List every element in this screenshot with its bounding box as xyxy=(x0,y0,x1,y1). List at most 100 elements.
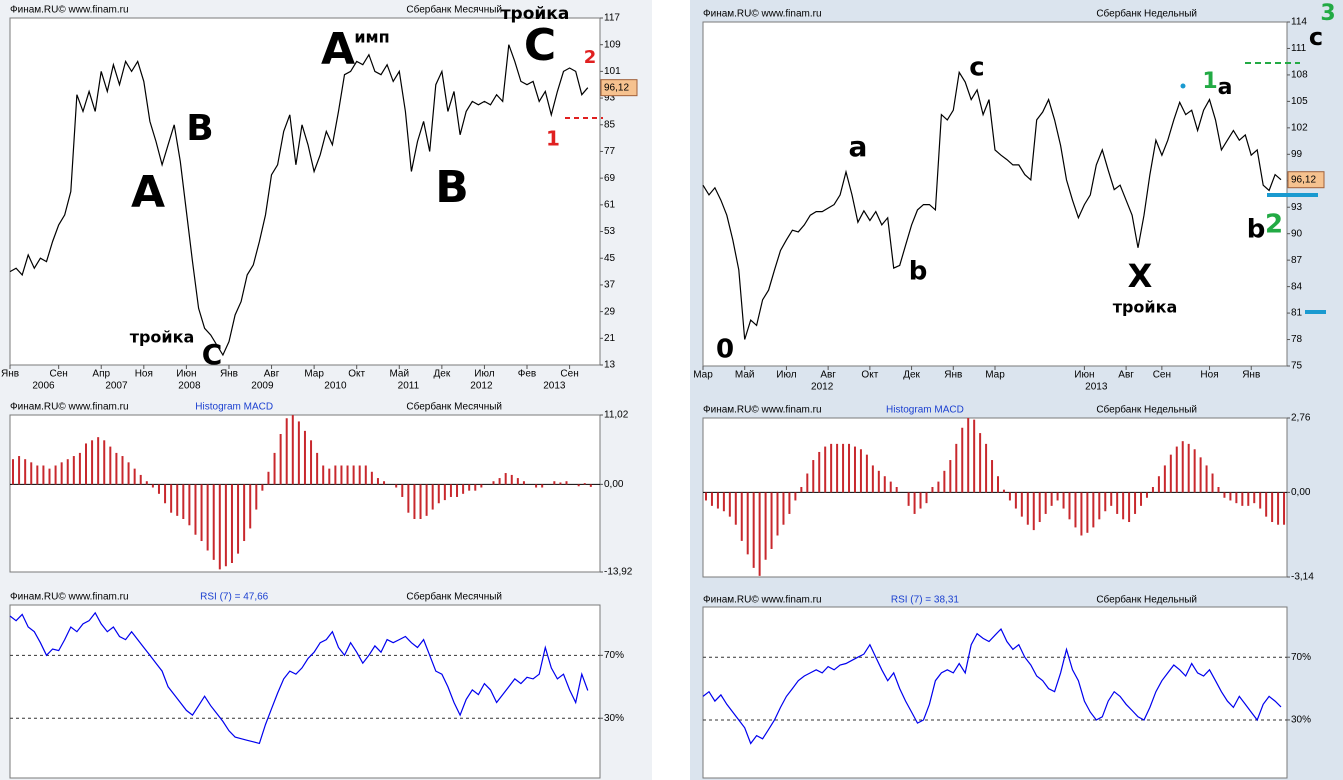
x-tick-label: Май xyxy=(389,369,409,380)
chart-title: Сбербанк Месячный xyxy=(406,591,502,603)
year-label: 2007 xyxy=(105,381,128,392)
y-tick-label: 111 xyxy=(1291,43,1307,54)
year-label: 2010 xyxy=(324,381,347,392)
annotation: c xyxy=(969,53,984,83)
price-line xyxy=(702,627,1282,745)
y-tick-label: 75 xyxy=(1291,361,1303,372)
x-tick-label: Янв xyxy=(220,369,238,380)
y-tick-label: 93 xyxy=(1291,202,1303,213)
plot-area xyxy=(702,417,1288,578)
annotation: тройка xyxy=(1113,298,1178,317)
x-tick-label: Дек xyxy=(433,369,450,380)
annotation: X xyxy=(1128,257,1153,295)
annotation: 0 xyxy=(716,335,734,365)
year-label: 2009 xyxy=(251,381,274,392)
x-tick-label: Май xyxy=(735,370,755,381)
y-tick-label: 21 xyxy=(604,333,616,344)
indicator-label: RSI (7) = 47,66 xyxy=(200,592,269,603)
annotation: a xyxy=(849,130,868,163)
y-tick-label: 90 xyxy=(1291,228,1303,239)
x-tick-label: Авг xyxy=(264,369,280,380)
y-tick-label: 99 xyxy=(1291,149,1303,160)
x-tick-label: Янв xyxy=(1,369,19,380)
y-tick-label: 78 xyxy=(1291,334,1303,345)
x-tick-label: Июн xyxy=(176,369,196,380)
y-tick-label: 70% xyxy=(604,650,624,661)
annotation: B xyxy=(435,162,469,213)
annotation: тройка xyxy=(501,4,570,24)
annotation: C xyxy=(202,338,223,371)
x-tick-label: Июл xyxy=(776,370,796,381)
x-tick-label: Мар xyxy=(693,370,713,381)
y-tick-label: 11,02 xyxy=(604,410,629,421)
gap xyxy=(652,0,690,780)
annotation: a xyxy=(1218,75,1233,100)
y-tick-label: 77 xyxy=(604,146,616,157)
y-tick-label: 102 xyxy=(1291,122,1308,133)
y-tick-label: 70% xyxy=(1291,652,1311,663)
y-tick-label: 30% xyxy=(1291,715,1311,726)
y-tick-label: 30% xyxy=(604,713,624,724)
hand-marks xyxy=(565,62,1326,314)
annotation: 1 xyxy=(546,127,560,151)
year-label: 2006 xyxy=(32,381,55,392)
x-tick-label: Апр xyxy=(92,369,110,380)
annotation: 1 xyxy=(1202,69,1217,94)
y-tick-label: 109 xyxy=(604,39,621,50)
last-value-box xyxy=(1287,171,1325,189)
x-tick-label: Мар xyxy=(304,369,324,380)
y-tick-label: 108 xyxy=(1291,70,1308,81)
y-tick-label: 85 xyxy=(604,119,616,130)
x-tick-label: Сен xyxy=(1153,370,1171,381)
y-tick-label: 13 xyxy=(604,360,616,371)
price-line xyxy=(9,611,589,745)
annotation: 3 xyxy=(1320,1,1335,26)
chart-title: Сбербанк Недельный xyxy=(1096,8,1197,20)
chart-title: Сбербанк Недельный xyxy=(1096,404,1197,416)
x-tick-label: Сен xyxy=(50,369,68,380)
last-value-label: 96,12 xyxy=(1291,174,1316,185)
x-tick-label: Сен xyxy=(560,369,578,380)
year-label: 2008 xyxy=(178,381,201,392)
x-tick-label: Июл xyxy=(474,369,494,380)
source-label: Финам.RU© www.finam.ru xyxy=(703,405,822,416)
price-line xyxy=(9,44,589,357)
chart-title: Сбербанк Месячный xyxy=(406,401,502,413)
source-label: Финам.RU© www.finam.ru xyxy=(10,402,129,413)
plot-area xyxy=(9,17,601,366)
y-tick-label: 105 xyxy=(1291,96,1308,107)
x-tick-label: Июн xyxy=(1074,370,1094,381)
y-tick-label: 81 xyxy=(1291,308,1303,319)
source-label: Финам.RU© www.finam.ru xyxy=(703,595,822,606)
year-label: 2012 xyxy=(470,381,493,392)
annotation: 2 xyxy=(1265,210,1283,240)
x-tick-label: Мар xyxy=(985,370,1005,381)
y-tick-label: 84 xyxy=(1291,281,1303,292)
annotation: 2 xyxy=(584,47,597,68)
plot-area xyxy=(9,604,601,779)
x-tick-label: Янв xyxy=(1242,370,1260,381)
y-tick-label: 0,00 xyxy=(604,479,624,490)
y-tick-label: 69 xyxy=(604,173,616,184)
indicator-label: Histogram MACD xyxy=(195,402,273,413)
chart-title: Сбербанк Месячный xyxy=(406,4,502,16)
source-label: Финам.RU© www.finam.ru xyxy=(10,592,129,603)
y-tick-label: 87 xyxy=(1291,255,1303,266)
x-tick-label: Фев xyxy=(518,369,536,380)
last-value-box xyxy=(600,79,638,97)
year-label: 2013 xyxy=(1085,382,1108,393)
x-tick-label: Дек xyxy=(903,370,920,381)
annotation: имп xyxy=(354,28,389,47)
x-tick-label: Ноя xyxy=(135,369,153,380)
y-tick-label: -13,92 xyxy=(604,567,633,578)
y-tick-label: 45 xyxy=(604,253,616,264)
y-tick-label: 53 xyxy=(604,226,616,237)
price-line xyxy=(702,70,1282,340)
plot-area xyxy=(702,606,1288,779)
x-tick-label: Авг xyxy=(1118,370,1134,381)
source-label: Финам.RU© www.finam.ru xyxy=(10,5,129,16)
y-tick-label: 114 xyxy=(1291,17,1307,28)
y-tick-label: 117 xyxy=(604,13,620,24)
